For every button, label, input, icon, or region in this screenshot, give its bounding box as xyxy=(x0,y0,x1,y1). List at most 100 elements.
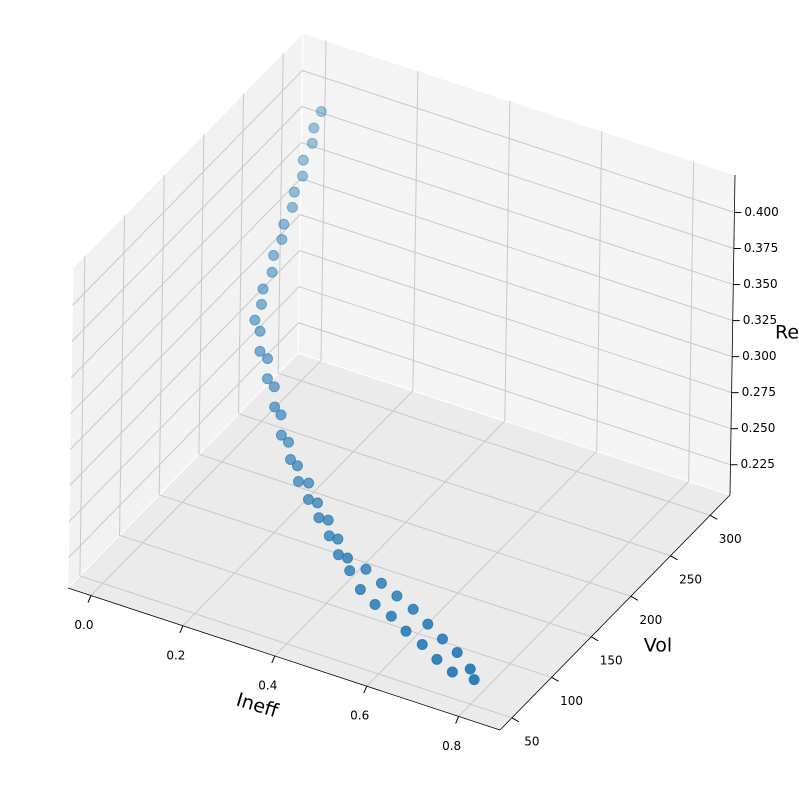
grid-line xyxy=(71,106,303,342)
tick-mark xyxy=(363,685,368,694)
grid-line xyxy=(72,70,303,306)
z-tick-label: 0.275 xyxy=(742,385,776,399)
z-axis-title: Ret xyxy=(775,322,799,344)
point xyxy=(311,497,323,509)
point xyxy=(302,494,314,506)
y-axis-title: Vol xyxy=(644,635,672,657)
point xyxy=(344,565,356,577)
grid-line xyxy=(274,420,506,657)
z-tick-label: 0.375 xyxy=(744,241,778,255)
grid-line xyxy=(238,413,671,557)
point xyxy=(291,460,303,472)
grid-line xyxy=(301,106,735,249)
point xyxy=(436,633,448,645)
tick-mark xyxy=(670,555,678,561)
grid-line xyxy=(299,250,732,394)
grid-line xyxy=(158,174,165,495)
z-axis-line xyxy=(729,174,736,496)
tick-mark xyxy=(551,676,559,682)
point xyxy=(256,298,268,310)
ticks: 0.0 0.2 0.4 0.6 0.8 50 100 150 200 250 300 0.225 0.2… xyxy=(67,174,779,753)
grid-line xyxy=(90,360,322,596)
point xyxy=(297,170,309,182)
point xyxy=(261,373,273,385)
tick-mark xyxy=(455,716,460,724)
grid-line xyxy=(458,481,689,717)
point xyxy=(375,577,387,589)
y-tick-label: 200 xyxy=(639,613,662,627)
grid-line xyxy=(70,178,302,414)
point xyxy=(254,345,266,357)
grid-line xyxy=(298,286,732,430)
point xyxy=(275,409,287,421)
point xyxy=(268,381,280,393)
point xyxy=(275,429,287,441)
point xyxy=(278,218,290,230)
point xyxy=(276,233,288,245)
point xyxy=(446,666,458,678)
point xyxy=(313,512,325,524)
point xyxy=(286,201,298,213)
point xyxy=(322,514,334,526)
point xyxy=(306,137,318,149)
point xyxy=(262,353,274,365)
y-axis-line xyxy=(499,494,731,731)
grid-line xyxy=(69,214,301,450)
x-axis-title: Ineff xyxy=(234,689,282,723)
x-axis-line xyxy=(67,587,501,731)
grid-line xyxy=(301,142,734,286)
grid-line xyxy=(688,161,695,482)
point xyxy=(416,638,428,650)
point xyxy=(266,266,278,278)
z-tick-label: 0.300 xyxy=(742,349,776,363)
point xyxy=(282,436,294,448)
x-tick-label: 0.6 xyxy=(350,709,369,723)
z-tick-label: 0.400 xyxy=(744,205,778,219)
point xyxy=(315,105,327,117)
tick-mark xyxy=(590,636,599,642)
point xyxy=(269,401,281,413)
grid-line xyxy=(70,142,302,378)
point xyxy=(407,603,419,615)
point xyxy=(254,325,266,337)
z-tick-label: 0.225 xyxy=(740,457,774,471)
grid-line xyxy=(68,322,299,559)
tick-mark xyxy=(179,625,184,633)
grid-line xyxy=(79,575,513,719)
point xyxy=(431,653,443,665)
x-tick-label: 0.0 xyxy=(74,618,93,632)
tick-mark xyxy=(511,717,520,723)
point xyxy=(451,646,463,658)
y-tick-label: 300 xyxy=(719,532,742,546)
y-tick-label: 50 xyxy=(524,734,539,748)
tick-mark xyxy=(87,595,92,603)
tick-mark xyxy=(630,595,639,601)
grid-line xyxy=(300,178,733,322)
grid-line xyxy=(298,322,731,466)
grid-line xyxy=(596,131,603,452)
grid-line xyxy=(182,390,414,627)
point xyxy=(391,590,403,602)
grid-line xyxy=(79,255,86,576)
point xyxy=(297,154,309,166)
tick-mark xyxy=(271,655,276,664)
panes xyxy=(67,31,736,731)
point xyxy=(308,122,320,134)
point xyxy=(464,663,476,675)
y-tick-label: 100 xyxy=(560,694,583,708)
grid-line xyxy=(119,534,552,678)
point xyxy=(400,625,412,637)
point xyxy=(360,563,372,575)
grid-line xyxy=(119,215,126,536)
point xyxy=(257,283,269,295)
grid-line xyxy=(366,450,598,687)
z-tick-label: 0.350 xyxy=(743,277,777,291)
point xyxy=(369,598,381,610)
point xyxy=(354,584,366,596)
y-tick-label: 150 xyxy=(600,653,623,667)
point xyxy=(284,453,296,465)
point xyxy=(332,533,344,545)
point xyxy=(268,249,280,261)
grid-line xyxy=(238,93,245,414)
x-tick-label: 0.2 xyxy=(166,648,185,662)
